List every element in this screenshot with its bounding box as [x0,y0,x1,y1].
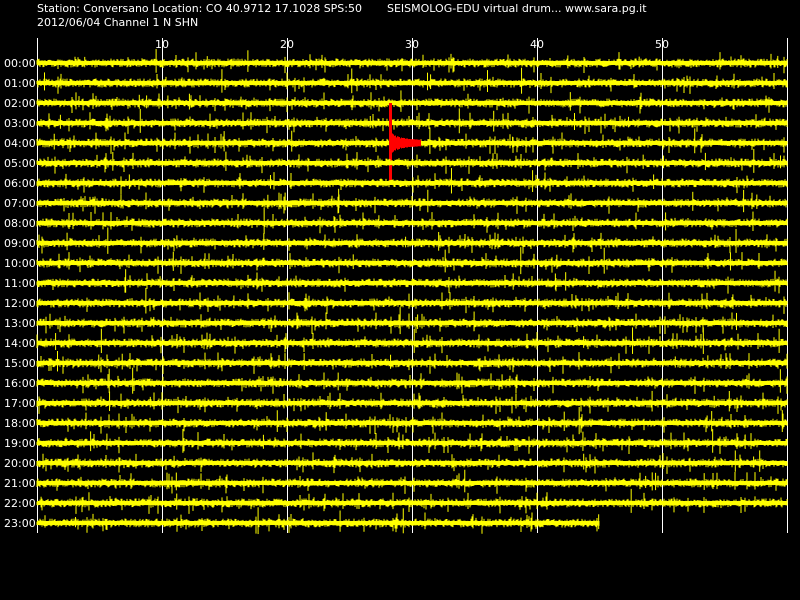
seismic-trace [36,392,788,414]
x-tick-label: 50 [655,38,669,51]
trace-layer [36,49,788,535]
hour-label: 12:00 [4,297,36,310]
seismic-trace [36,252,788,274]
hour-label: 04:00 [4,137,36,150]
event-trace [389,103,421,183]
seismic-trace [36,152,788,174]
hour-label: 13:00 [4,317,36,330]
seismic-trace [36,312,788,334]
hour-label: 00:00 [4,57,36,70]
hour-label: 18:00 [4,417,36,430]
seismic-trace [36,512,600,534]
hour-label: 03:00 [4,117,36,130]
hour-label: 21:00 [4,477,36,490]
hour-label: 07:00 [4,197,36,210]
seismic-trace [36,432,788,454]
hour-label: 14:00 [4,337,36,350]
hour-label: 23:00 [4,517,36,530]
label-layer: 10 20 30 40 50 00:00 01:00 02:00 03:00 04:00 05:00… [4,38,669,530]
hour-label: 01:00 [4,77,36,90]
hour-label: 16:00 [4,377,36,390]
x-tick-label: 20 [280,38,294,51]
seismic-trace [36,192,788,214]
x-tick-label: 10 [155,38,169,51]
hour-label: 11:00 [4,277,36,290]
seismic-trace [36,132,788,154]
hour-label: 09:00 [4,237,36,250]
seismic-trace [36,332,788,354]
seismic-trace [36,92,788,114]
seismic-trace [36,172,788,194]
hour-label: 17:00 [4,397,36,410]
seismic-trace [36,212,788,234]
seismic-trace [36,492,788,514]
hour-label: 10:00 [4,257,36,270]
hour-label: 19:00 [4,437,36,450]
station-info: Station: Conversano Location: CO 40.9712… [37,2,362,15]
hour-label: 02:00 [4,97,36,110]
hour-label: 06:00 [4,177,36,190]
seismic-trace [36,232,788,254]
date-channel-info: 2012/06/04 Channel 1 N SHN [37,16,199,29]
hour-label: 08:00 [4,217,36,230]
hour-label: 05:00 [4,157,36,170]
seismic-trace [36,372,788,394]
seismic-trace [36,52,788,74]
app-title: SEISMOLOG-EDU virtual drum... www.sara.p… [387,2,647,15]
seismic-trace [36,352,788,374]
seismic-trace [36,452,788,474]
hour-label: 20:00 [4,457,36,470]
x-tick-label: 40 [530,38,544,51]
x-tick-label: 30 [405,38,419,51]
seismic-trace [36,272,788,294]
hour-label: 15:00 [4,357,36,370]
seismic-trace [36,72,788,94]
hour-label: 22:00 [4,497,36,510]
seismic-trace [36,292,788,314]
seismic-trace [36,412,788,434]
